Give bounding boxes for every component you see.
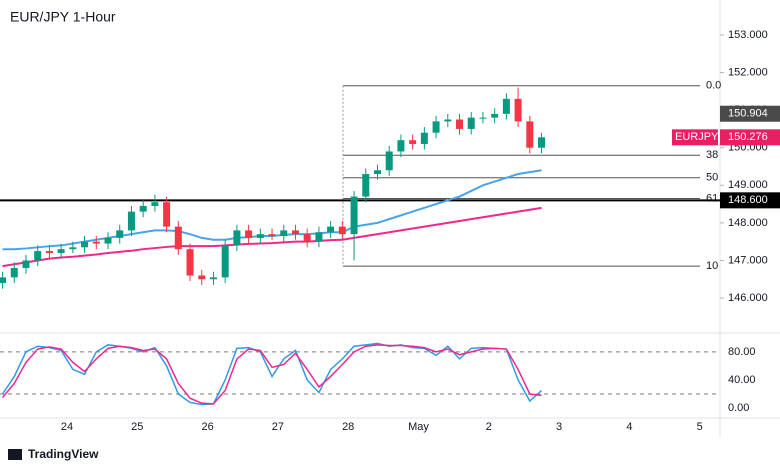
candle-body xyxy=(338,226,346,235)
time-tick-label: 24 xyxy=(61,421,73,433)
price-tag-label: 150.904 xyxy=(728,108,768,120)
candle-body xyxy=(303,234,311,242)
candle-body xyxy=(420,132,428,144)
price-tick-label: 146.000 xyxy=(728,292,768,304)
logo-mark xyxy=(8,449,22,460)
time-tick-label: 2 xyxy=(486,421,492,433)
price-tag xyxy=(720,129,780,146)
tv-logo xyxy=(8,449,22,460)
candle-body xyxy=(327,226,335,233)
price-tag xyxy=(720,105,780,122)
candle-body xyxy=(139,205,147,212)
fib-level-label: 10 xyxy=(706,260,718,272)
price-tick-label: 153.000 xyxy=(728,29,768,41)
candle-body xyxy=(10,267,18,278)
price-tick-label: 149.000 xyxy=(728,179,768,191)
candle-body xyxy=(45,251,53,253)
price-tick-label: 152.000 xyxy=(728,66,768,78)
candle-body xyxy=(22,260,30,268)
stoch-tick-label: 0.00 xyxy=(728,402,749,414)
candle-body xyxy=(69,247,77,250)
candle-body xyxy=(151,202,159,206)
candle-body xyxy=(456,119,464,129)
candle-body xyxy=(92,241,100,244)
chart-title: EUR/JPY 1-Hour xyxy=(10,9,116,25)
time-tick-label: May xyxy=(408,421,429,433)
candle-body xyxy=(116,230,124,238)
stoch-tick-label: 80.00 xyxy=(728,346,756,358)
time-tick-label: 25 xyxy=(131,421,143,433)
candle-body xyxy=(409,140,417,144)
stoch-tick-label: 40.00 xyxy=(728,374,756,386)
fib-level-label: 0.0 xyxy=(706,80,721,92)
horizontal-line-tag xyxy=(720,192,780,209)
candle-body xyxy=(233,230,241,246)
time-tick-label: 4 xyxy=(626,421,632,433)
candle-body xyxy=(385,151,393,171)
candle-body xyxy=(373,170,381,175)
candle-body xyxy=(467,117,475,129)
time-tick-label: 5 xyxy=(697,421,703,433)
candle-body xyxy=(350,196,358,235)
candle-body xyxy=(186,249,194,276)
candle-body xyxy=(209,277,217,280)
candle-body xyxy=(514,98,522,122)
price-tick-label: 147.000 xyxy=(728,254,768,266)
candle-body xyxy=(0,277,7,284)
candle-body xyxy=(397,140,405,152)
moving-average xyxy=(2,206,542,268)
candle-body xyxy=(34,251,42,261)
time-tick-label: 3 xyxy=(556,421,562,433)
candle-body xyxy=(479,117,487,119)
candle-body xyxy=(127,211,135,231)
candle-body xyxy=(280,230,288,237)
time-tick-label: 26 xyxy=(201,421,213,433)
candle-body xyxy=(256,234,264,238)
brand-name: TradingView xyxy=(28,447,99,461)
candle-body xyxy=(198,275,206,280)
candle-body xyxy=(526,121,534,148)
horizontal-line-tag-label: 148.600 xyxy=(728,194,768,206)
symbol-tag xyxy=(672,129,718,146)
candle-body xyxy=(502,98,510,114)
time-tick-label: 27 xyxy=(272,421,284,433)
candle-body xyxy=(432,121,440,133)
candle-body xyxy=(538,137,546,148)
stoch-line xyxy=(1,344,542,405)
price-tag-label: 150.276 xyxy=(728,131,768,143)
candle-body xyxy=(104,237,112,244)
candle-body xyxy=(491,113,499,118)
candle-body xyxy=(57,249,65,253)
time-tick-label: 28 xyxy=(342,421,354,433)
symbol-tag-label: EURJPY xyxy=(675,131,719,143)
candle-body xyxy=(81,241,89,248)
candle-body xyxy=(268,234,276,237)
candle-body xyxy=(174,226,182,250)
candle-body xyxy=(245,230,253,238)
candle-body xyxy=(163,202,171,227)
price-tick-label: 148.000 xyxy=(728,217,768,229)
fib-level-label: 38 xyxy=(706,149,718,161)
candle-body xyxy=(444,119,452,122)
candle-body xyxy=(315,232,323,242)
fib-level-label: 50 xyxy=(706,172,718,184)
fib-level-label: 61 xyxy=(706,192,718,204)
candle-body xyxy=(362,174,370,197)
candle-body xyxy=(221,245,229,278)
candle-body xyxy=(291,230,299,235)
